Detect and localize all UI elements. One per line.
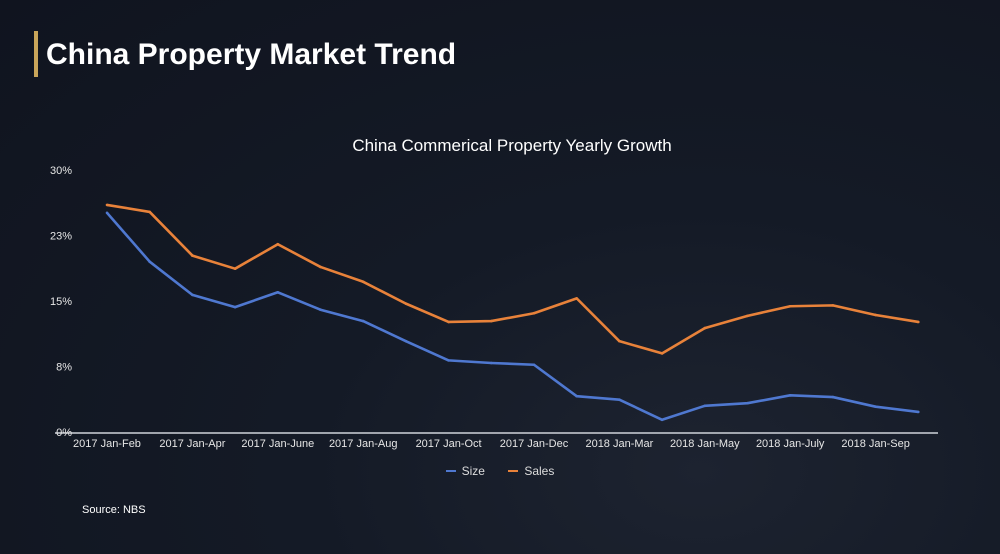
data-point-size <box>276 290 280 294</box>
data-point-sales <box>191 254 194 257</box>
data-point-sales <box>361 280 365 284</box>
data-point-size <box>490 361 493 365</box>
data-point-size <box>447 359 450 362</box>
legend-swatch-size <box>445 470 456 472</box>
series-line-sales <box>106 203 919 355</box>
data-point-sales <box>148 210 151 214</box>
data-point-size <box>404 339 408 343</box>
legend-item-size[interactable]: Size <box>445 464 485 478</box>
x-tick-label: 2017 Jan-Aug <box>329 438 398 450</box>
data-point-size <box>831 395 835 399</box>
data-point-size <box>105 211 109 215</box>
x-tick-label: 2017 Jan-Apr <box>159 438 225 450</box>
data-point-size <box>233 305 237 309</box>
y-tick-label: 23% <box>50 231 72 243</box>
x-tick-label: 2017 Jan-Oct <box>416 438 482 450</box>
x-tick-label: 2018 Jan-Sep <box>841 438 910 450</box>
data-point-size <box>874 405 877 408</box>
data-point-size <box>532 363 536 367</box>
data-point-sales <box>746 314 749 318</box>
legend-item-sales[interactable]: Sales <box>508 464 554 478</box>
source-note: Source: NBS <box>82 504 146 516</box>
data-point-size <box>788 394 792 397</box>
data-point-size <box>618 398 621 401</box>
data-point-sales <box>105 203 109 207</box>
data-point-sales <box>319 265 322 269</box>
y-tick-label: 30% <box>50 165 72 177</box>
data-point-size <box>917 410 920 414</box>
data-point-sales <box>575 297 578 300</box>
data-point-size <box>319 308 322 312</box>
data-point-sales <box>404 302 408 305</box>
legend-label-size: Size <box>461 464 485 478</box>
legend-label-sales: Sales <box>524 464 555 478</box>
x-tick-label: 2018 Jan-July <box>756 438 825 450</box>
y-tick-label: 8% <box>56 362 72 374</box>
data-point-sales <box>874 313 877 317</box>
data-point-sales <box>490 319 493 323</box>
data-point-size <box>575 394 578 398</box>
data-point-sales <box>831 304 835 307</box>
page-title: China Property Market Trend <box>46 38 457 71</box>
x-tick-label: 2017 Jan-Feb <box>73 438 141 450</box>
data-point-sales <box>447 320 450 324</box>
chart-title: China Commerical Property Yearly Growth <box>352 136 672 155</box>
x-tick-label: 2018 Jan-Mar <box>585 438 653 450</box>
y-tick-label: 15% <box>50 296 72 308</box>
data-point-sales <box>532 311 536 315</box>
data-point-sales <box>660 352 664 355</box>
y-tick-label: 0% <box>56 427 72 439</box>
data-point-sales <box>703 326 707 330</box>
data-point-size <box>148 260 151 264</box>
data-point-sales <box>917 320 920 324</box>
x-tick-label: 2018 Jan-May <box>670 438 740 450</box>
data-point-size <box>703 404 707 408</box>
data-point-sales <box>788 304 792 308</box>
series-line-size <box>106 211 919 422</box>
data-point-size <box>746 401 749 405</box>
x-tick-label: 2017 Jan-June <box>241 438 314 450</box>
data-point-size <box>660 418 664 422</box>
data-point-sales <box>618 339 621 343</box>
data-point-size <box>191 293 194 297</box>
title-accent-bar <box>34 31 38 77</box>
legend-swatch-sales <box>508 470 519 472</box>
chart-legend: Size Sales <box>0 461 1000 478</box>
data-point-size <box>361 319 365 323</box>
data-point-sales <box>233 267 237 270</box>
x-tick-label: 2017 Jan-Dec <box>500 438 569 450</box>
data-point-sales <box>276 242 280 246</box>
